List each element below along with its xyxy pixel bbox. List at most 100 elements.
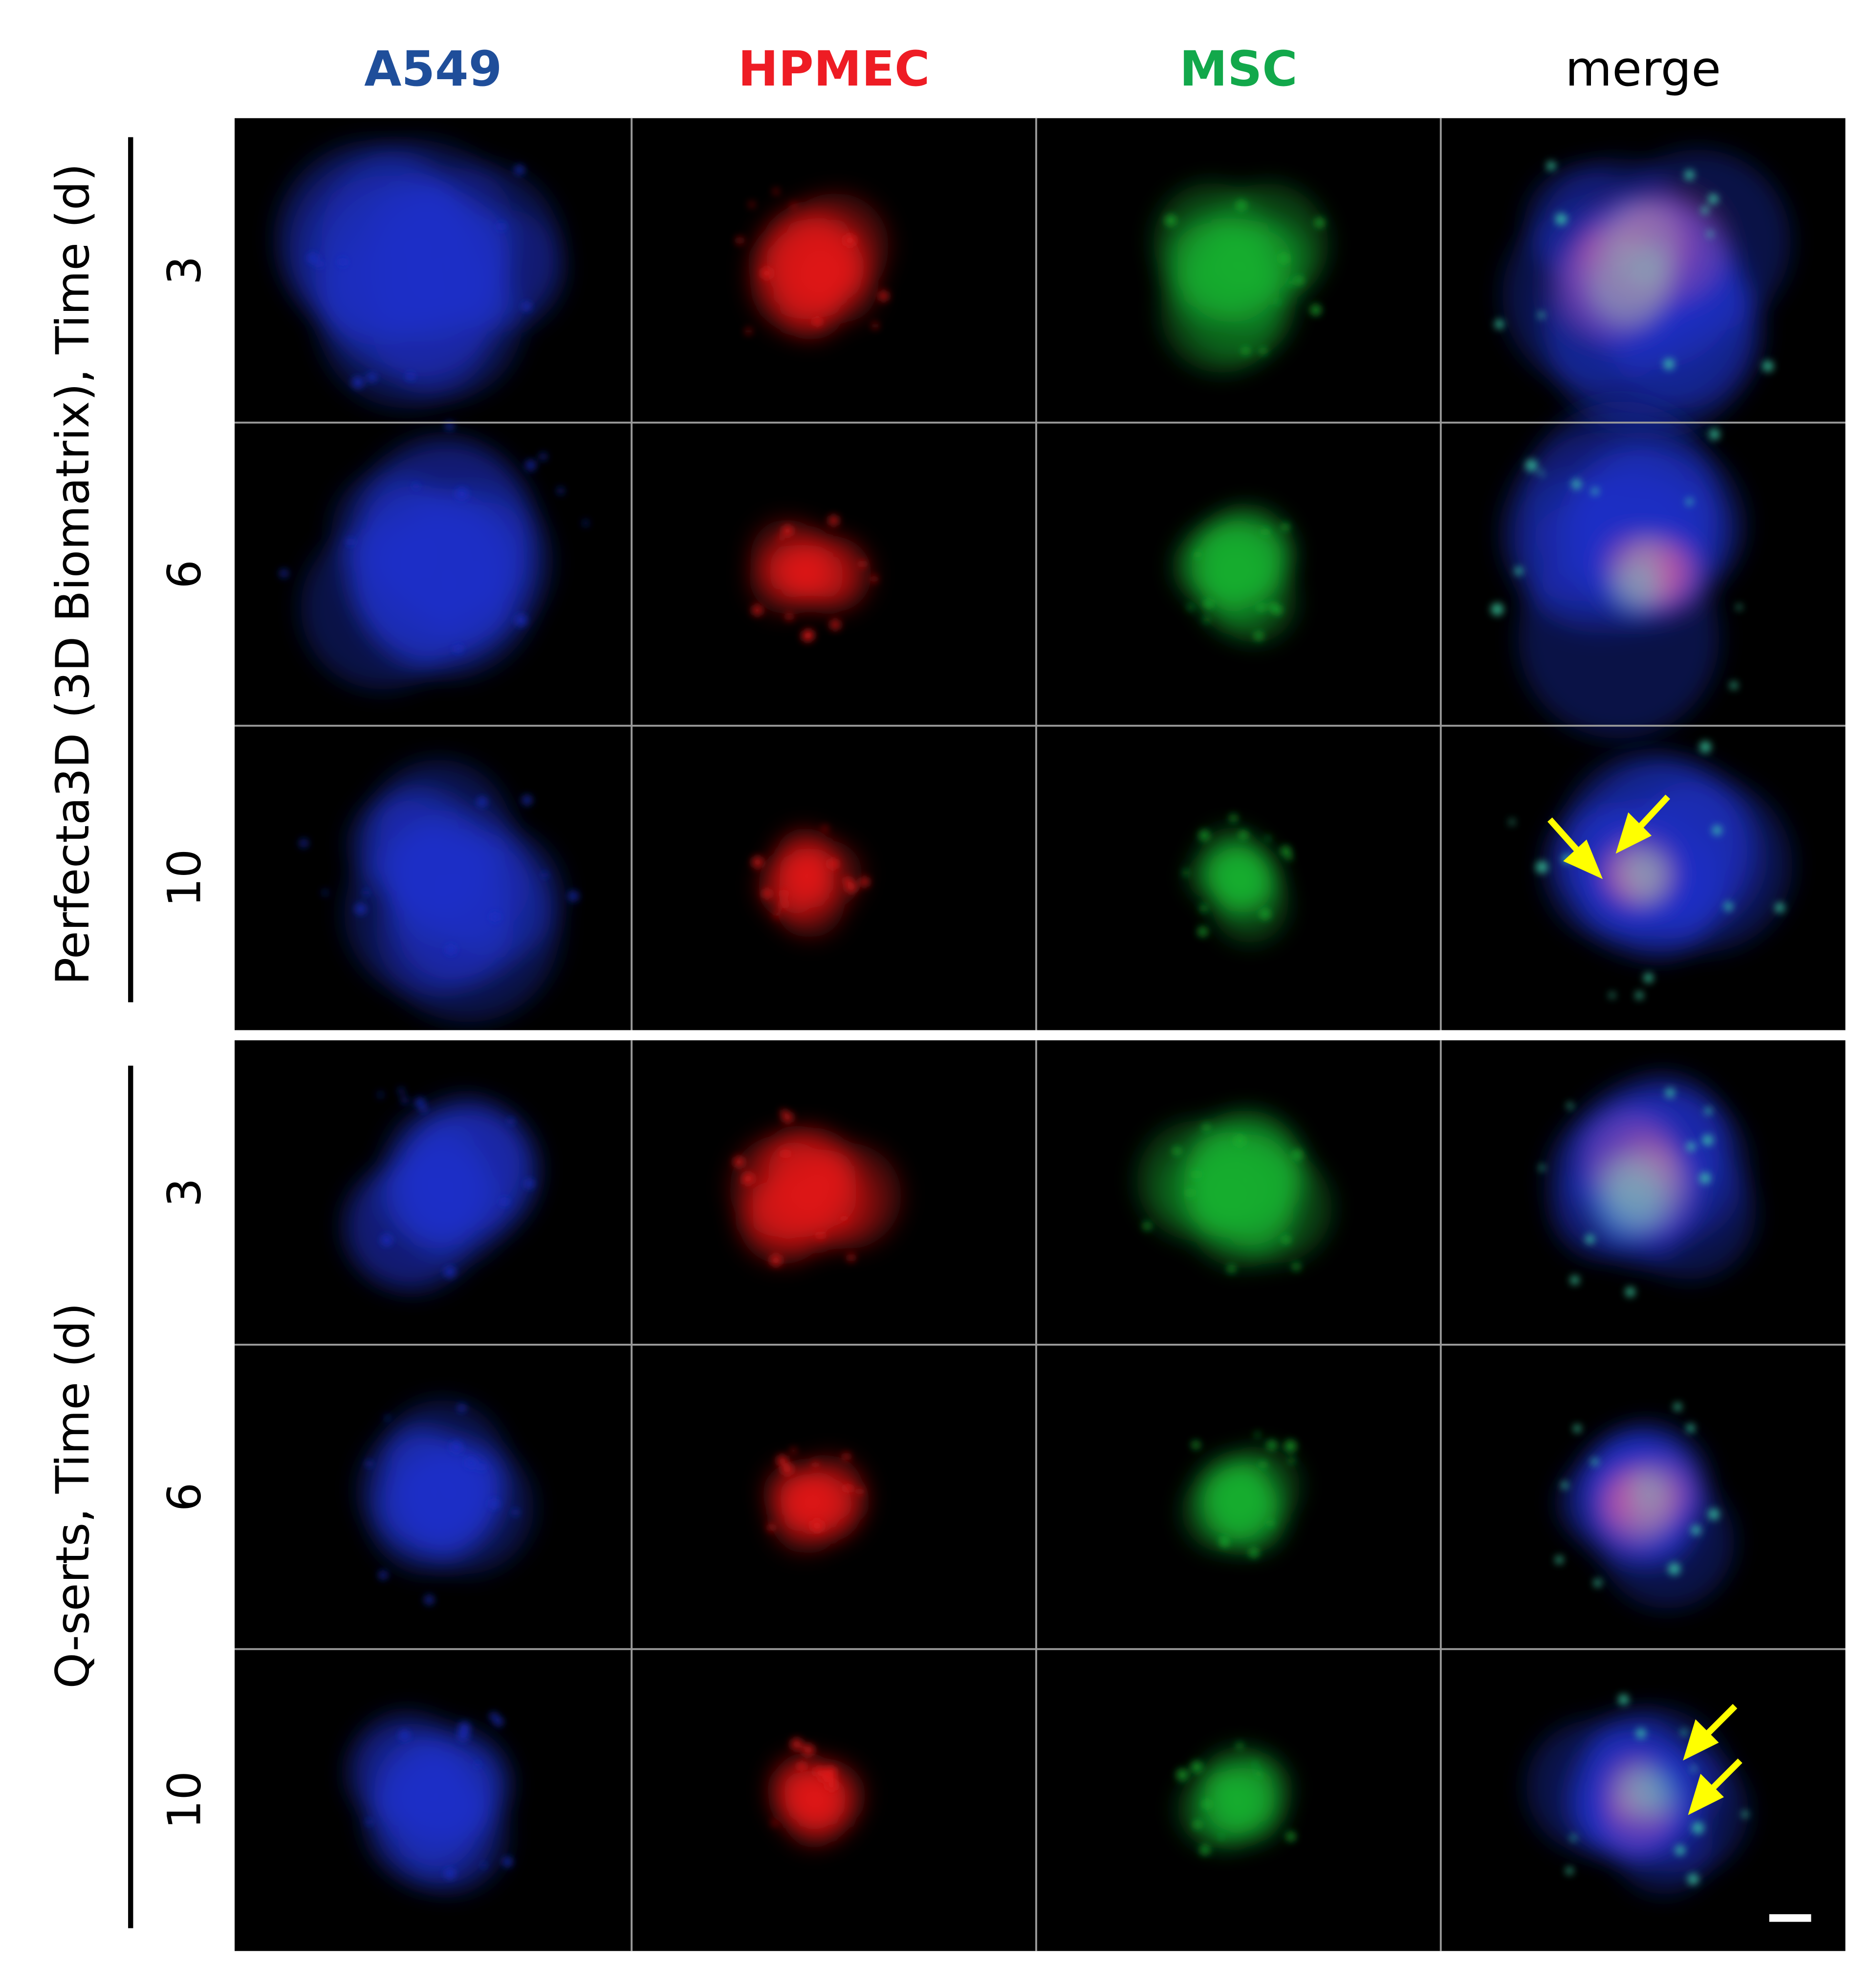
speckle — [450, 1441, 462, 1453]
speckle — [1668, 1562, 1681, 1575]
micrograph — [301, 435, 551, 690]
speckle — [280, 569, 288, 578]
speckle — [1686, 498, 1693, 505]
speckle — [1525, 459, 1538, 472]
speckle — [1539, 1165, 1545, 1171]
cell-cluster — [286, 156, 476, 346]
speckle — [780, 1109, 786, 1115]
speckle — [781, 1463, 794, 1476]
speckle — [424, 1595, 434, 1605]
speckle — [780, 889, 788, 897]
micrograph — [348, 1711, 511, 1893]
speckle — [366, 1460, 372, 1467]
speckle — [522, 302, 532, 311]
speckle — [1281, 523, 1290, 531]
speckle — [1288, 1457, 1295, 1464]
row-label: 10 — [158, 849, 211, 907]
speckle — [1701, 206, 1709, 214]
speckle — [733, 1156, 745, 1168]
speckle — [351, 376, 364, 389]
speckles — [1555, 1402, 1720, 1587]
speckle — [1234, 1135, 1246, 1147]
speckle — [1191, 1441, 1200, 1449]
speckles — [751, 515, 878, 642]
micrograph — [1545, 751, 1793, 960]
speckle — [1571, 479, 1582, 489]
speckle — [478, 1463, 486, 1471]
speckles — [1539, 1088, 1714, 1297]
speckle — [299, 839, 308, 848]
speckle — [812, 317, 822, 327]
arrow-head — [1615, 812, 1652, 854]
speckle — [1310, 304, 1322, 316]
speckle — [847, 1254, 855, 1262]
speckle — [1248, 1548, 1259, 1558]
speckle — [810, 1521, 816, 1527]
speckle — [1203, 616, 1210, 623]
speckle — [413, 482, 419, 489]
cell-cluster — [779, 275, 843, 339]
speckle — [1625, 1287, 1635, 1297]
speckle — [1186, 1188, 1195, 1197]
speckle — [399, 1730, 410, 1741]
speckle — [1704, 1107, 1712, 1115]
speckle — [1707, 231, 1713, 238]
speckle — [1546, 161, 1556, 171]
speckle — [1699, 741, 1712, 753]
micrograph — [1174, 505, 1296, 643]
speckle — [444, 1868, 456, 1879]
speckles — [1187, 523, 1290, 641]
cell-cluster — [785, 1790, 841, 1846]
speckle — [785, 613, 793, 621]
speckle — [1643, 973, 1654, 983]
speckle — [1708, 194, 1719, 204]
speckle — [1239, 830, 1248, 840]
speckle — [826, 1780, 837, 1791]
speckle — [1268, 602, 1277, 611]
micrograph — [750, 193, 889, 339]
speckle — [1241, 347, 1250, 355]
speckle — [1176, 1769, 1189, 1781]
arrows — [1547, 794, 1742, 1815]
speckle — [797, 1761, 806, 1771]
speckle — [1220, 1538, 1229, 1548]
speckles — [736, 188, 889, 334]
micrograph — [1501, 401, 1745, 739]
speckles — [366, 1712, 513, 1879]
speckle — [1538, 312, 1545, 319]
scale-bar — [1769, 1914, 1811, 1922]
panel — [343, 1073, 1756, 1895]
speckle — [1561, 1482, 1568, 1489]
cell-cluster — [730, 1136, 831, 1237]
micrograph — [1557, 1422, 1735, 1609]
speckle — [859, 876, 870, 887]
speckle — [338, 258, 347, 266]
speckle — [1314, 218, 1325, 228]
group-label: Perfecta3D (3D Biomatrix), Time (d) — [46, 163, 100, 985]
speckle — [1192, 1170, 1201, 1179]
speckle — [477, 797, 487, 807]
speckle — [780, 900, 788, 909]
micrograph — [750, 519, 872, 614]
speckle — [1618, 1694, 1629, 1705]
speckle — [366, 1819, 372, 1825]
speckle — [480, 1862, 487, 1868]
speckle — [1219, 1834, 1224, 1840]
speckle — [1259, 347, 1267, 355]
cell-cluster — [1633, 877, 1661, 905]
speckle — [1699, 1172, 1711, 1184]
speckle — [742, 1179, 748, 1185]
speckle — [307, 253, 318, 263]
speckle — [1494, 319, 1504, 329]
speckle — [1567, 1103, 1573, 1109]
speckle — [825, 1766, 837, 1778]
speckle — [1262, 528, 1269, 536]
speckle — [1202, 1123, 1210, 1132]
speckle — [1200, 905, 1207, 912]
speckle — [568, 891, 579, 902]
speckle — [841, 1215, 848, 1222]
speckle — [507, 1118, 515, 1125]
speckle — [414, 1097, 425, 1108]
speckle — [1286, 1832, 1296, 1842]
speckle — [1236, 200, 1247, 211]
